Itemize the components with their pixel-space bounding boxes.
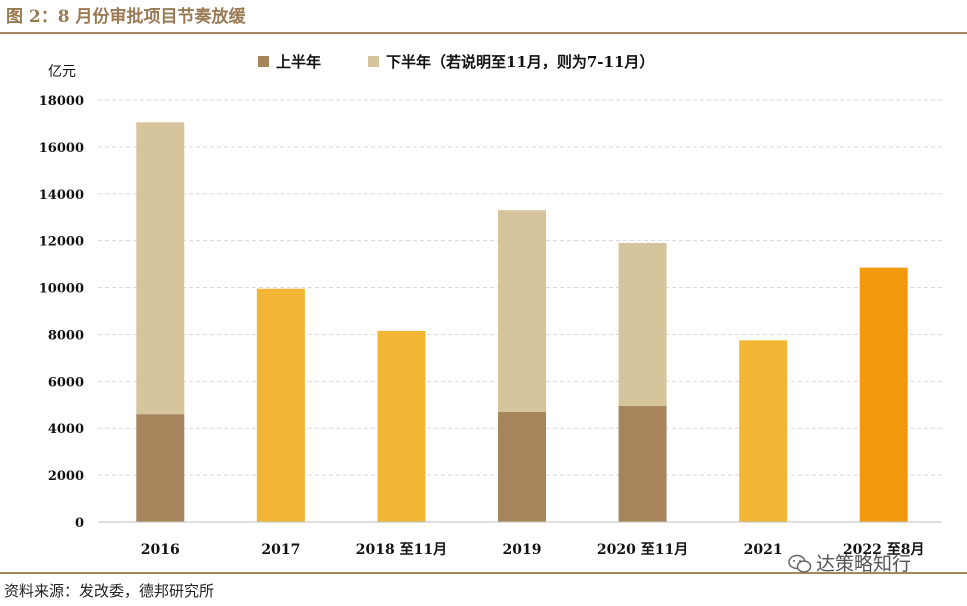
x-tick-label: 2021	[744, 542, 783, 558]
bottom-rule	[0, 572, 967, 574]
x-tick-label: 2018 至11月	[356, 542, 447, 558]
bar-segment	[256, 288, 305, 522]
y-tick-label: 14000	[39, 188, 84, 203]
y-tick-label: 8000	[48, 328, 84, 343]
legend-swatch	[258, 56, 269, 67]
legend-swatch	[368, 56, 379, 67]
bar-segment	[136, 414, 185, 522]
bar-segment	[739, 340, 788, 522]
bar-segment	[498, 411, 546, 522]
bar-segment	[618, 405, 667, 522]
x-axis-ticks: 2016 2017 2018 至11月 2019 2020 至11月 2021 2022 至…	[141, 542, 925, 558]
x-tick-label: 2016	[141, 542, 180, 558]
y-tick-label: 10000	[39, 282, 84, 297]
top-rule	[0, 32, 967, 34]
wechat-icon	[788, 554, 812, 573]
y-tick-label: 0	[75, 516, 84, 531]
watermark: 达策略知行	[788, 549, 911, 576]
y-axis-unit-label: 亿元	[48, 64, 76, 80]
bar-segment	[377, 330, 426, 522]
x-tick-label: 2022 至8月	[843, 542, 925, 558]
figure-title: 图 2：8 月份审批项目节奏放缓	[6, 7, 246, 27]
watermark-text: 达策略知行	[816, 553, 912, 575]
legend-label: 下半年（若说明至11月，则为7-11月）	[386, 53, 654, 71]
y-tick-label: 12000	[39, 235, 84, 250]
y-tick-label: 16000	[39, 141, 84, 156]
y-tick-label: 2000	[48, 469, 84, 484]
x-tick-label: 2017	[261, 542, 300, 558]
source-note: 资料来源：发改委，德邦研究所	[4, 582, 215, 600]
y-tick-label: 4000	[48, 422, 84, 437]
bar-segment	[136, 122, 185, 415]
legend-label: 上半年	[276, 53, 321, 71]
y-tick-label: 6000	[48, 375, 84, 390]
bars	[136, 122, 908, 522]
x-tick-label: 2020 至11月	[597, 542, 688, 558]
bar-segment	[859, 267, 908, 522]
bar-chart: 亿元 上半年 下半年（若说明至11月，则为7-11月） 0 2000 4000 6000…	[39, 53, 942, 558]
y-tick-label: 18000	[39, 94, 84, 109]
x-tick-label: 2019	[503, 542, 542, 558]
gridlines	[98, 99, 942, 476]
bar-segment	[498, 210, 546, 412]
bar-segment	[618, 243, 667, 406]
legend: 上半年 下半年（若说明至11月，则为7-11月）	[258, 53, 654, 71]
y-axis-ticks: 0 2000 4000 6000 8000 10000 12000 14000 16000 180…	[39, 94, 84, 531]
